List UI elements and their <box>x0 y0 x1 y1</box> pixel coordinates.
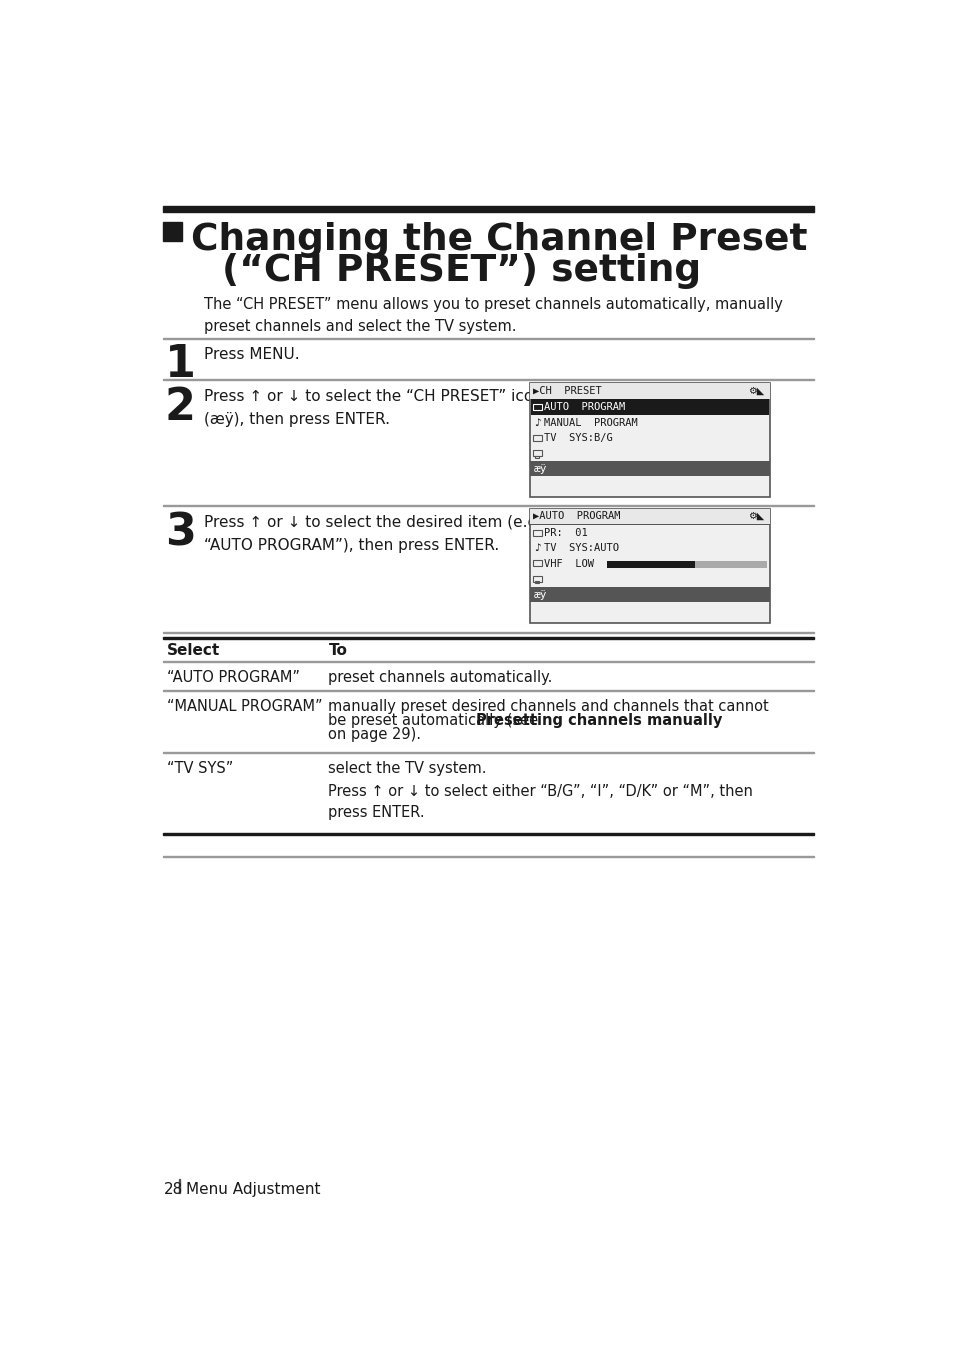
Text: Presetting channels manually: Presetting channels manually <box>476 713 721 727</box>
Text: MANUAL  PROGRAM: MANUAL PROGRAM <box>543 418 637 427</box>
Bar <box>530 508 769 525</box>
Bar <box>163 833 814 836</box>
Text: ♪: ♪ <box>534 418 540 427</box>
Text: ⚙◣: ⚙◣ <box>747 511 763 521</box>
Bar <box>533 530 541 535</box>
Text: VHF  LOW: VHF LOW <box>543 558 594 569</box>
Bar <box>163 206 814 211</box>
Text: TV  SYS:AUTO: TV SYS:AUTO <box>543 544 618 553</box>
Text: ▶CH  PRESET: ▶CH PRESET <box>533 385 601 396</box>
Text: ▶AUTO  PROGRAM: ▶AUTO PROGRAM <box>533 511 620 521</box>
Text: on page 29).: on page 29). <box>328 726 421 742</box>
Text: ⚙◣: ⚙◣ <box>747 385 763 396</box>
Text: preset channels automatically.: preset channels automatically. <box>328 669 553 684</box>
Text: æÿ: æÿ <box>534 589 547 599</box>
Text: Press ↑ or ↓ to select the desired item (e.g.,
“AUTO PROGRAM”), then press ENTER: Press ↑ or ↓ to select the desired item … <box>204 515 547 553</box>
Bar <box>533 404 541 410</box>
Bar <box>530 508 769 623</box>
Bar <box>535 456 538 458</box>
Bar <box>530 587 769 602</box>
Bar <box>533 435 541 441</box>
Text: AUTO  PROGRAM: AUTO PROGRAM <box>543 403 624 412</box>
Text: The “CH PRESET” menu allows you to preset channels automatically, manually
prese: The “CH PRESET” menu allows you to prese… <box>204 297 782 334</box>
Text: “MANUAL PROGRAM”: “MANUAL PROGRAM” <box>167 699 322 714</box>
Text: æÿ: æÿ <box>534 464 547 475</box>
Bar <box>530 399 769 415</box>
Text: To: To <box>328 644 347 658</box>
Text: 2: 2 <box>165 385 195 429</box>
Bar <box>530 461 769 476</box>
Bar <box>530 383 769 399</box>
Text: Press ↑ or ↓ to select the “CH PRESET” icon
(æÿ), then press ENTER.: Press ↑ or ↓ to select the “CH PRESET” i… <box>204 389 543 427</box>
Text: Menu Adjustment: Menu Adjustment <box>186 1183 320 1198</box>
Text: “AUTO PROGRAM”: “AUTO PROGRAM” <box>167 669 300 684</box>
Text: 28: 28 <box>164 1183 183 1198</box>
Text: (“CH PRESET”) setting: (“CH PRESET”) setting <box>222 253 700 289</box>
Text: 1: 1 <box>165 343 195 387</box>
Bar <box>695 561 766 568</box>
Text: select the TV system.: select the TV system. <box>328 761 486 776</box>
Text: manually preset desired channels and channels that cannot: manually preset desired channels and cha… <box>328 699 768 714</box>
Text: Select: Select <box>167 644 220 658</box>
Bar <box>163 222 182 241</box>
Text: Press MENU.: Press MENU. <box>204 347 300 362</box>
Text: TV  SYS:B/G: TV SYS:B/G <box>543 433 612 443</box>
Text: 3: 3 <box>165 511 195 554</box>
Text: “TV SYS”: “TV SYS” <box>167 761 233 776</box>
Text: be preset automatically (see: be preset automatically (see <box>328 713 542 727</box>
Bar <box>535 581 538 584</box>
Bar <box>163 637 814 639</box>
Bar <box>607 561 695 568</box>
Text: Changing the Channel Preset: Changing the Channel Preset <box>192 222 807 258</box>
Bar <box>533 576 541 581</box>
Bar <box>533 450 541 457</box>
Text: Press ↑ or ↓ to select either “B/G”, “I”, “D/K” or “M”, then
press ENTER.: Press ↑ or ↓ to select either “B/G”, “I”… <box>328 784 753 821</box>
Bar <box>533 560 541 566</box>
Text: PR:  01: PR: 01 <box>543 529 587 538</box>
Text: ♪: ♪ <box>534 544 540 553</box>
Bar <box>530 383 769 498</box>
